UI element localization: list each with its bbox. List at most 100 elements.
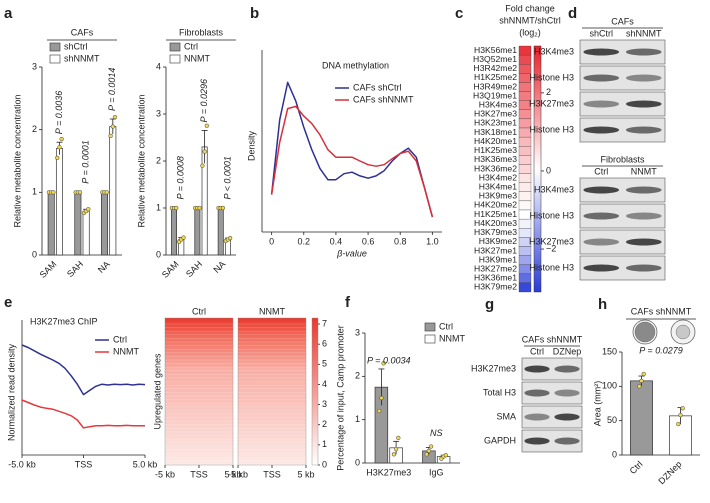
blot-band [524, 389, 550, 397]
heatmap-cell [518, 82, 532, 92]
data-point [678, 413, 683, 418]
row-label: H3K27me2 [474, 263, 517, 273]
data-point [641, 371, 646, 377]
data-point [379, 395, 384, 401]
blot-band [583, 74, 620, 82]
x-tick-label: SAH [65, 259, 85, 279]
y-tick-label: 3 [355, 327, 360, 337]
heatmap-title: Ctrl [192, 306, 206, 316]
x-tick-label: SAM [160, 259, 181, 280]
legend-label: NNMT [439, 333, 465, 343]
heatmap-cell [518, 218, 532, 229]
bar [55, 148, 63, 256]
heatmap-title: NNMT [259, 306, 285, 316]
blot-band [554, 389, 580, 397]
row-label: Total H3 [483, 387, 516, 397]
blot-band [625, 238, 662, 246]
blot-band [524, 413, 550, 421]
p-value: NS [430, 428, 443, 438]
row-label: H3K4me3 [479, 99, 517, 109]
heatmap-cell [518, 182, 532, 192]
blot-band [583, 100, 620, 108]
panel-letter: c [455, 5, 463, 22]
x-tick-label: -5.0 kb [8, 459, 36, 469]
p-value: P = 0.0036 [54, 91, 64, 134]
blot-band [583, 48, 620, 56]
row-label: SMA [496, 411, 516, 421]
data-point [57, 145, 62, 150]
x-tick-label: 5 kb [224, 469, 241, 479]
data-point [51, 190, 56, 195]
y-tick-label: 0 [32, 249, 37, 259]
row-label: H3Q52me1 [473, 54, 517, 64]
bar [171, 207, 178, 256]
row-label: H3K27me3 [471, 363, 516, 373]
legend-label: CAFs shNNMT [353, 94, 414, 104]
data-point [108, 133, 113, 139]
x-tick-label: DZNep [656, 459, 683, 486]
blot-band [625, 100, 662, 108]
x-tick-label: SAM [38, 259, 59, 280]
legend-swatch [49, 54, 61, 64]
data-point [55, 155, 60, 161]
bar [217, 207, 224, 256]
colorbar-title: shNNMT/shCtrl [499, 15, 561, 25]
y-tick-label: 1 [156, 202, 161, 212]
legend-label: shNNMT [64, 53, 100, 63]
x-tick-label: 0.6 [362, 236, 375, 246]
row-label: H4K20me2 [474, 200, 517, 210]
blot-title: Fibroblasts [600, 154, 645, 164]
data-point [86, 207, 91, 212]
legend-label: Ctrl [113, 334, 127, 344]
blot-band [583, 212, 620, 220]
data-point [77, 190, 83, 195]
legend-label: NNMT [184, 53, 210, 63]
row-label: H3K36me2 [474, 163, 517, 173]
colorbar-tick-label: −2 [546, 243, 556, 253]
p-value: P = 0.0034 [367, 355, 410, 365]
colorbar-tick-label: 0 [322, 459, 327, 469]
bar [630, 380, 653, 456]
panel-letter: d [568, 5, 577, 22]
x-tick-label: -5 kb [155, 469, 175, 479]
data-point [59, 136, 64, 142]
row-label: H1K25me3 [474, 145, 517, 155]
legend-swatch [169, 54, 181, 64]
legend-label: shCtrl [64, 41, 88, 51]
blot-band [625, 48, 662, 56]
colorbar-tick-label: 0 [546, 165, 551, 175]
row-label: H3K4me3 [534, 46, 574, 56]
panel-letter: g [485, 296, 494, 313]
series-line [21, 399, 145, 429]
colorbar-tick-label: 1 [322, 439, 327, 449]
data-point [680, 406, 685, 411]
data-point [174, 205, 179, 211]
row-label: H3K9me3 [479, 191, 517, 201]
row-label: H3K27me1 [474, 245, 517, 255]
y-axis-label: Upregulated genes [152, 353, 162, 430]
blot-band [554, 437, 580, 445]
y-tick-label: 2 [355, 371, 360, 381]
row-label: H4K20me1 [474, 136, 517, 146]
heatmap-cell [518, 146, 532, 156]
x-tick-label: 5 kb [297, 469, 314, 479]
blot-band [524, 365, 550, 373]
blot-panel [521, 381, 583, 405]
heatmap-cell [518, 155, 532, 165]
colorbar-title: Fold change [505, 3, 555, 13]
row-label: GAPDH [484, 435, 516, 445]
data-point [104, 190, 109, 195]
x-tick-label: NA [96, 259, 112, 275]
row-label: H3K4me1 [479, 181, 517, 191]
legend-label: CAFs shCtrl [353, 82, 402, 92]
row-label: H1K25me1 [474, 209, 517, 219]
y-tick-label: 3 [32, 61, 37, 71]
y-tick-label: 2 [32, 124, 37, 134]
data-point [204, 123, 209, 128]
blot-band [625, 186, 662, 194]
data-point [381, 361, 386, 366]
colorbar-tick-label: 2 [322, 419, 327, 429]
heatmap-cell [518, 246, 532, 256]
lane-label: DZNep [553, 346, 582, 356]
legend-label: Ctrl [439, 321, 453, 331]
